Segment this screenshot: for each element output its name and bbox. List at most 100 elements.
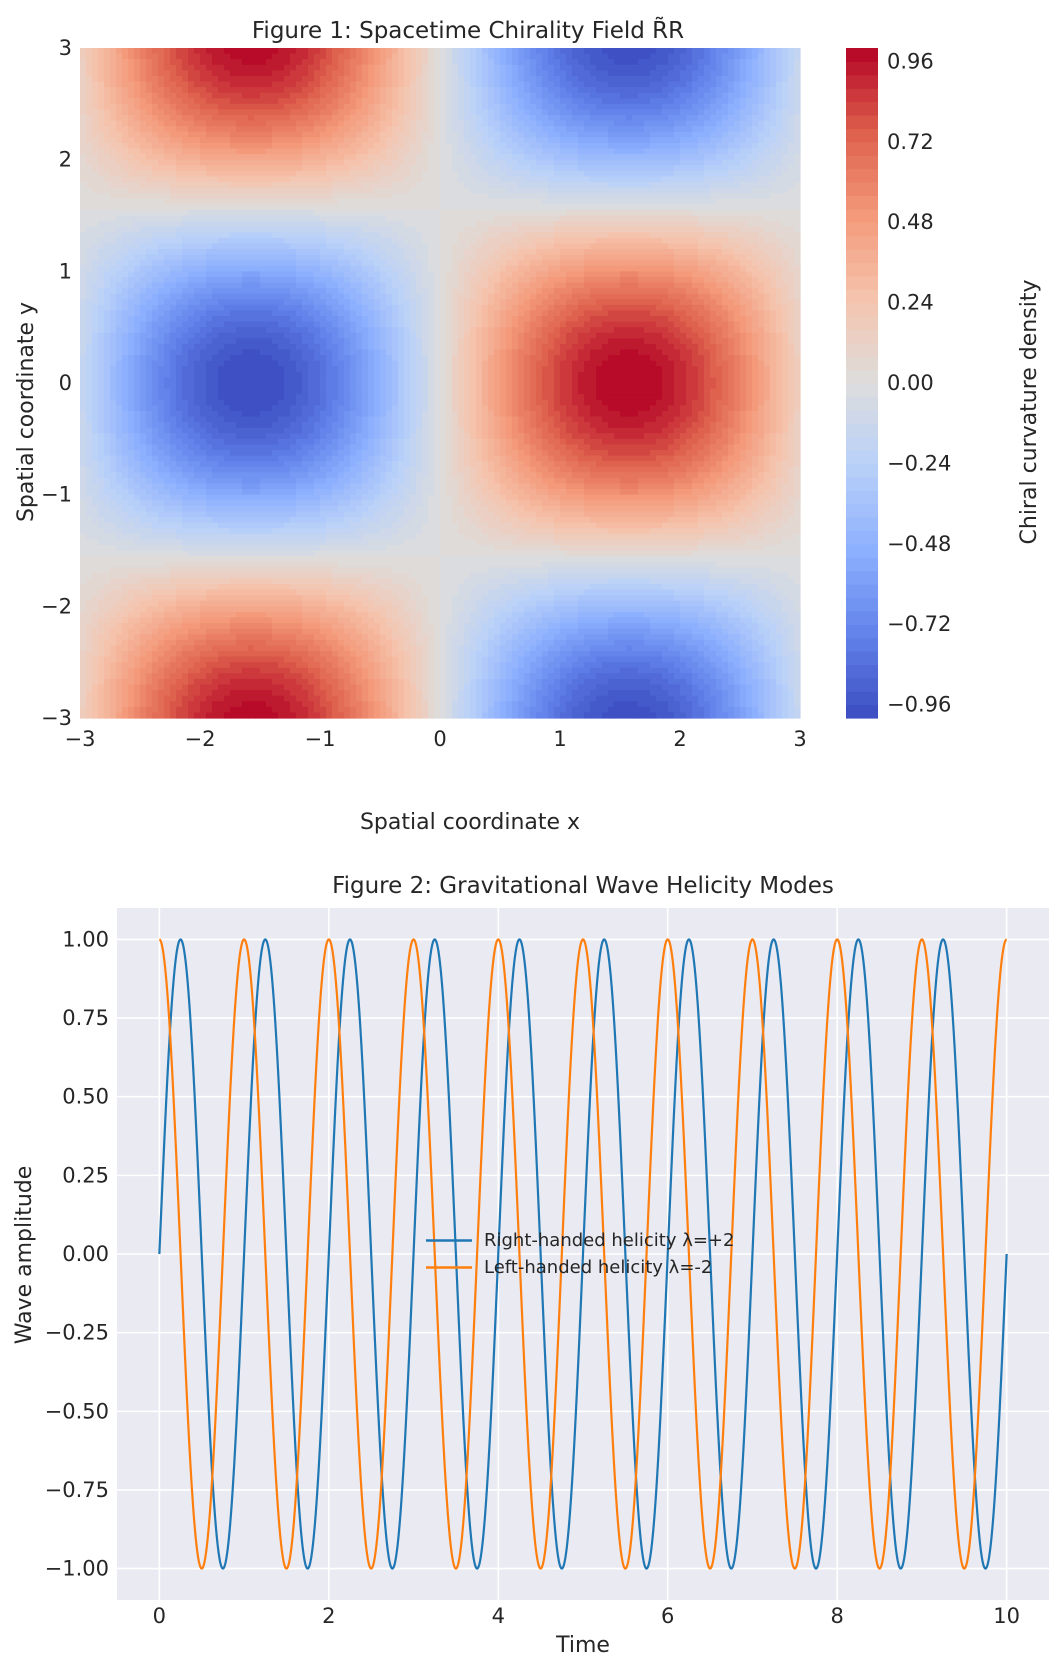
heatmap-cell [152, 260, 159, 267]
heatmap-cell [296, 165, 303, 172]
heatmap-cell [290, 137, 297, 144]
heatmap-cell [188, 466, 195, 473]
heatmap-cell [260, 410, 267, 418]
heatmap-cell [296, 684, 303, 691]
heatmap-cell [194, 154, 201, 161]
heatmap-cell [266, 466, 273, 473]
heatmap-cell [290, 600, 297, 607]
heatmap-cell [146, 176, 153, 183]
heatmap-cell [134, 243, 141, 250]
heatmap-cell [98, 92, 105, 99]
heatmap-cell [248, 265, 255, 272]
heatmap-cell [224, 209, 231, 217]
heatmap-cell [128, 383, 135, 390]
heatmap-cell [236, 589, 243, 596]
heatmap-cell [158, 187, 165, 194]
heatmap-cell [326, 338, 333, 345]
heatmap-cell [326, 148, 333, 155]
heatmap-cell [248, 584, 255, 591]
heatmap-cell [98, 271, 105, 278]
heatmap-cell [86, 556, 93, 563]
heatmap-cell [194, 137, 201, 144]
heatmap-cell [218, 310, 225, 317]
heatmap-cell [152, 522, 159, 529]
heatmap-cell [302, 176, 309, 183]
heatmap-cell [92, 450, 99, 457]
heatmap-cell [86, 237, 93, 245]
heatmap-cell [308, 321, 315, 328]
heatmap-cell [200, 332, 207, 339]
heatmap-cell [158, 48, 165, 55]
heatmap-cell [302, 701, 309, 708]
heatmap-cell [242, 249, 249, 256]
heatmap-cell [266, 550, 273, 557]
heatmap-cell [284, 92, 291, 99]
heatmap-cell [200, 522, 207, 529]
heatmap-cell [242, 522, 249, 529]
heatmap-cell [86, 142, 93, 150]
heatmap-cell [134, 371, 141, 379]
heatmap-cell [284, 288, 291, 295]
heatmap-cell [122, 170, 129, 178]
heatmap-cell [104, 606, 111, 613]
heatmap-cell [194, 477, 201, 485]
heatmap-cell [296, 148, 303, 155]
heatmap-cell [200, 712, 207, 719]
heatmap-cell [284, 232, 291, 239]
heatmap-cell [284, 494, 291, 501]
heatmap-cell [80, 394, 87, 401]
heatmap-cell [314, 606, 321, 613]
heatmap-cell [212, 405, 219, 412]
heatmap-cell [182, 243, 189, 250]
heatmap-cell [134, 517, 141, 524]
heatmap-cell [272, 182, 279, 189]
heatmap-cell [86, 500, 93, 507]
heatmap-cell [236, 684, 243, 691]
heatmap-cell [266, 64, 273, 71]
heatmap-cell [128, 450, 135, 457]
heatmap-cell [296, 377, 303, 384]
heatmap-cell [188, 595, 195, 602]
heatmap-cell [146, 81, 153, 88]
heatmap-cell [140, 304, 147, 312]
heatmap-cell [128, 410, 135, 418]
heatmap-cell [170, 288, 177, 295]
heatmap-cell [206, 282, 213, 289]
heatmap-cell [266, 221, 273, 228]
heatmap-cell [158, 511, 165, 518]
heatmap-cell [80, 126, 87, 133]
heatmap-cell [134, 528, 141, 535]
heatmap-cell [104, 595, 111, 602]
heatmap-cell [170, 656, 177, 663]
heatmap-cell [326, 394, 333, 401]
heatmap-cell [278, 209, 285, 217]
heatmap-cell [92, 98, 99, 105]
heatmap-cell [302, 695, 309, 702]
heatmap-cell [266, 444, 273, 451]
heatmap-cell [158, 109, 165, 116]
heatmap-cell [302, 148, 309, 155]
heatmap-cell [290, 109, 297, 116]
heatmap-cell [176, 701, 183, 708]
heatmap-cell [164, 109, 171, 116]
heatmap-cell [308, 567, 315, 574]
heatmap-cell [80, 388, 87, 395]
heatmap-cell [92, 589, 99, 596]
heatmap-cell [314, 176, 321, 183]
heatmap-cell [158, 237, 165, 245]
heatmap-cell [212, 366, 219, 373]
heatmap-cell [164, 198, 171, 205]
heatmap-cell [104, 243, 111, 250]
heatmap-cell [98, 148, 105, 155]
heatmap-cell [98, 209, 105, 217]
heatmap-cell [158, 567, 165, 574]
heatmap-cell [86, 578, 93, 585]
heatmap-cell [308, 416, 315, 423]
heatmap-cell [182, 48, 189, 55]
heatmap-cell [104, 53, 111, 60]
heatmap-cell [308, 70, 315, 77]
heatmap-cell [104, 288, 111, 295]
heatmap-cell [254, 444, 261, 451]
heatmap-cell [86, 249, 93, 256]
heatmap-cell [80, 383, 87, 390]
